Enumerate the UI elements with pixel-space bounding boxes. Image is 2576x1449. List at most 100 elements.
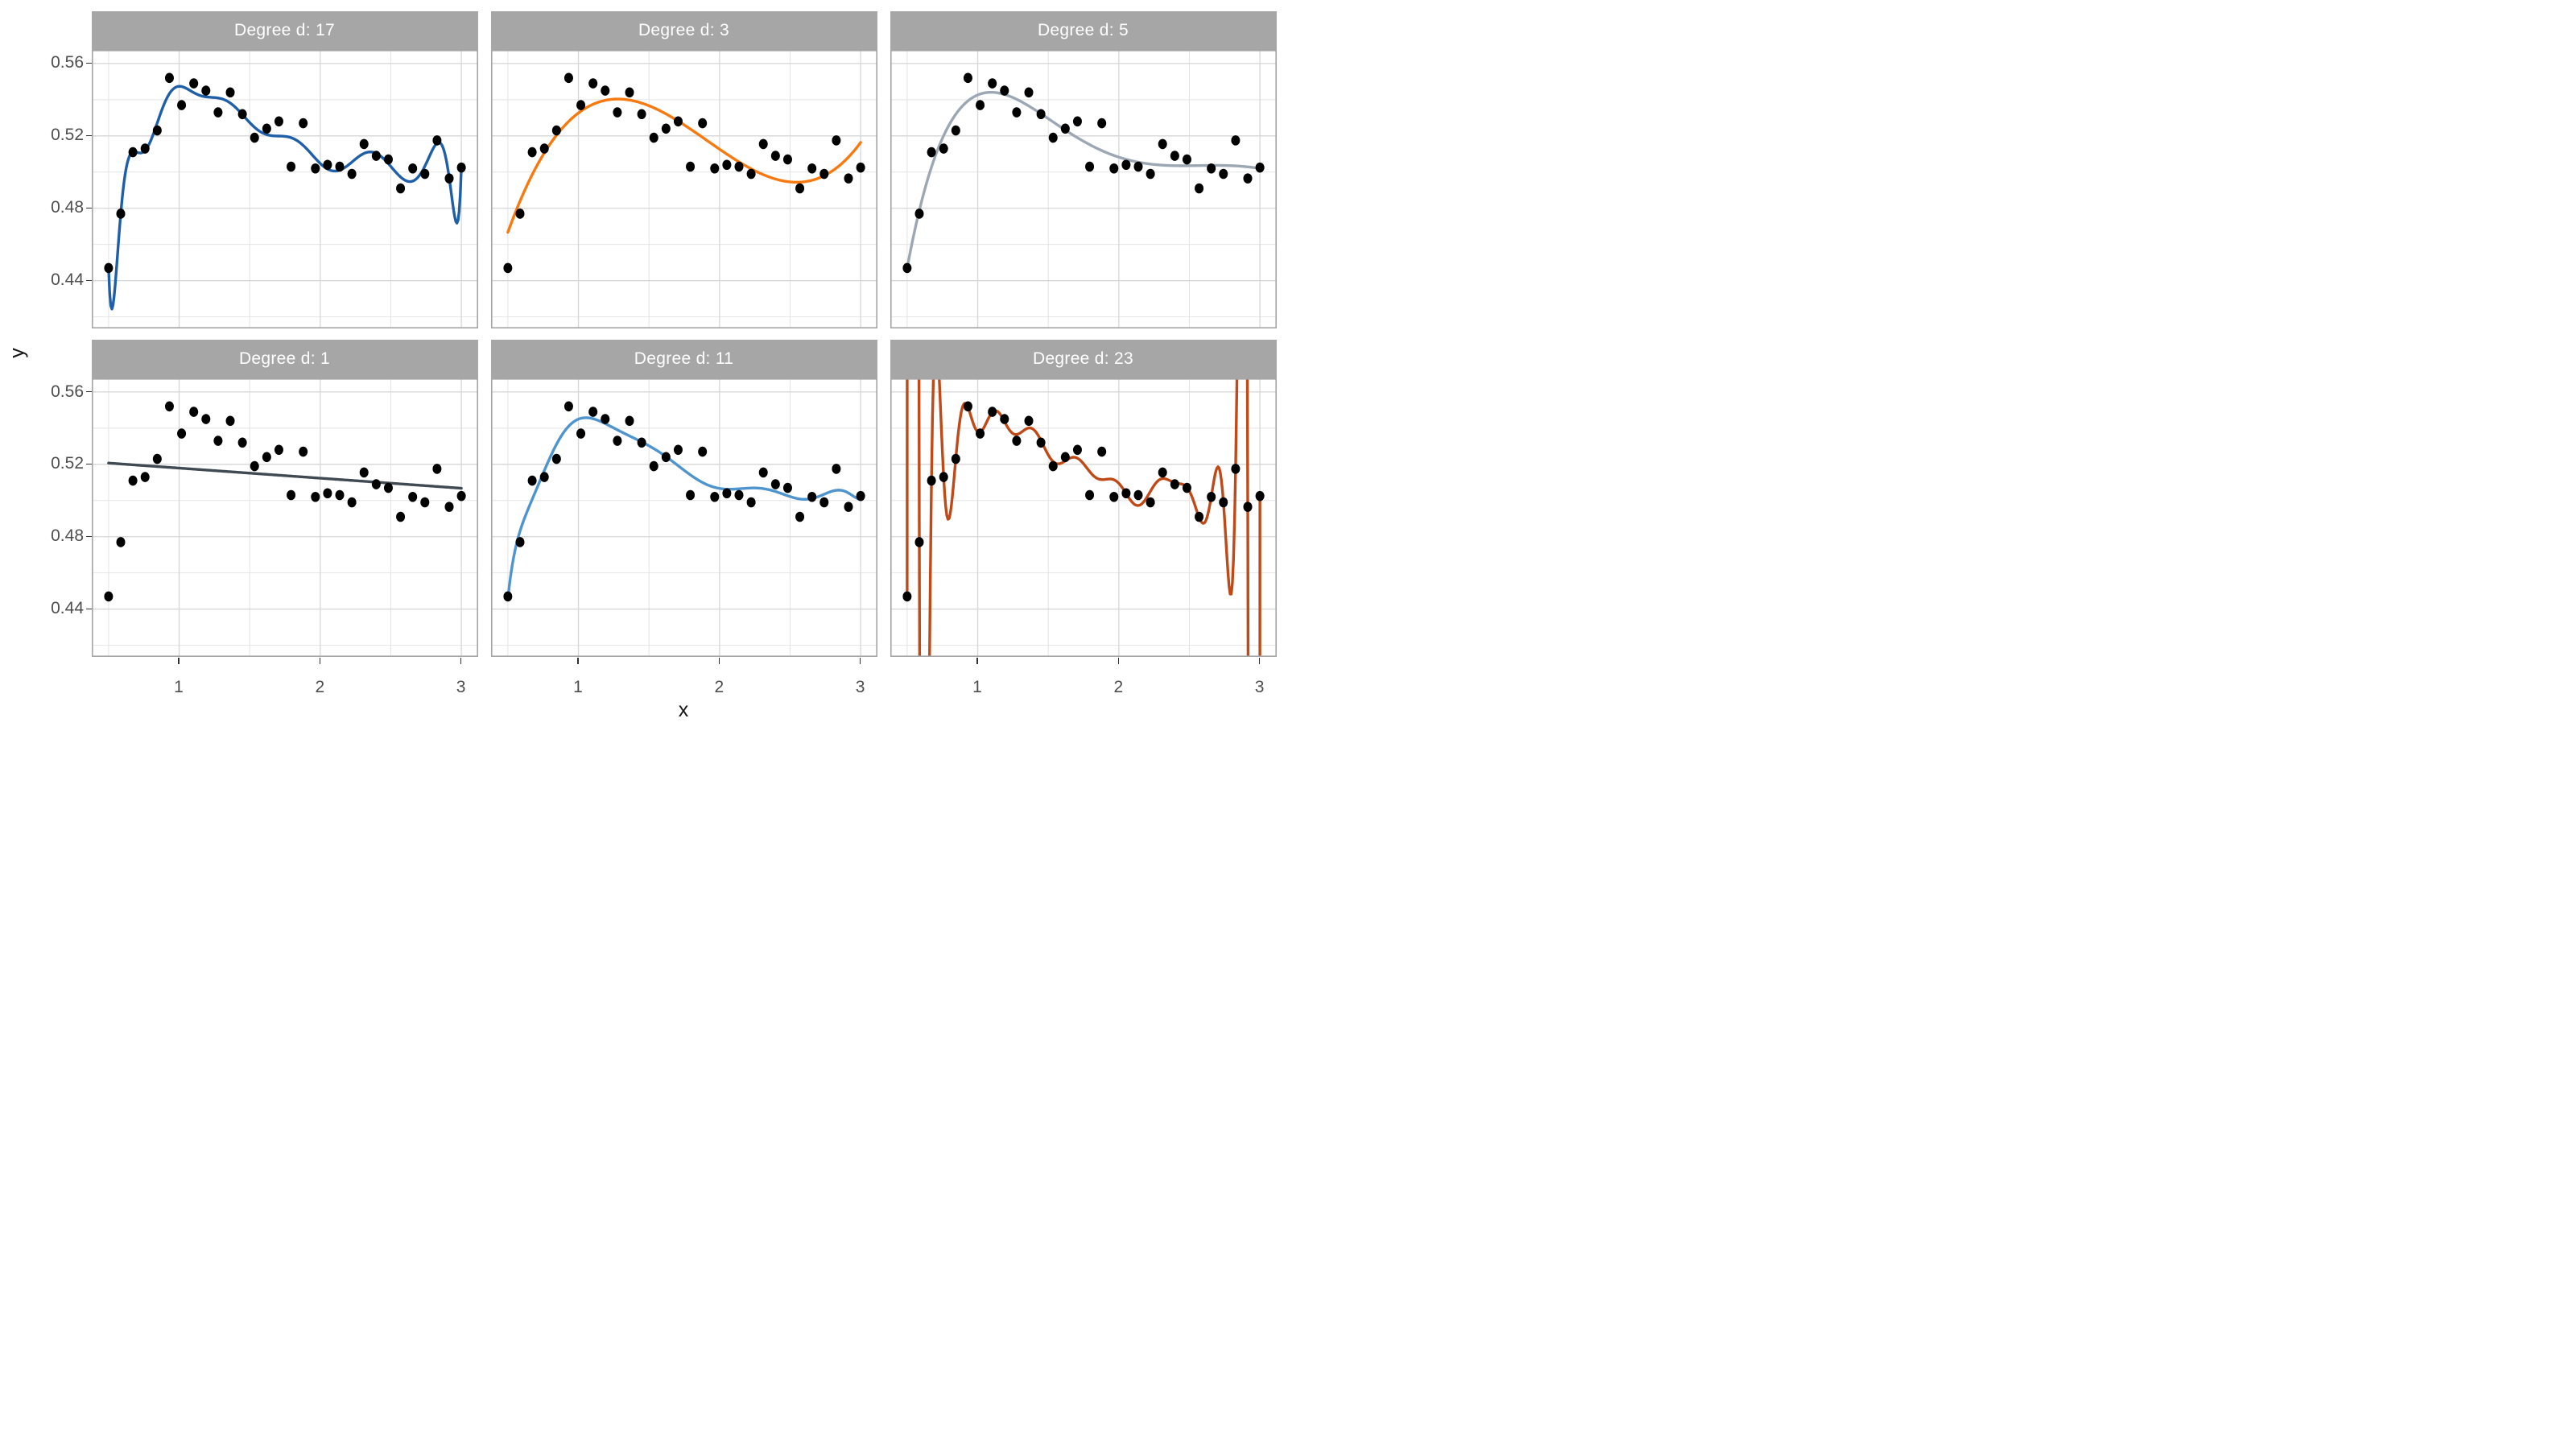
data-points: [502, 72, 865, 273]
data-point: [262, 452, 271, 462]
facet-strip-degree-5: Degree d: 5: [890, 10, 1277, 50]
data-point: [588, 77, 597, 89]
data-point: [1194, 183, 1203, 193]
data-point: [625, 415, 634, 426]
data-point: [1060, 452, 1070, 462]
data-point: [831, 134, 840, 146]
data-point: [625, 87, 634, 97]
data-point: [274, 116, 283, 126]
data-points: [103, 72, 466, 273]
data-point: [697, 446, 707, 456]
facet-strip-degree-23: Degree d: 23: [890, 339, 1277, 378]
y-tick-label: 0.56: [51, 382, 84, 401]
data-point: [188, 77, 198, 89]
data-point: [225, 415, 235, 426]
data-point: [831, 463, 840, 474]
data-point: [103, 262, 113, 273]
facet-panel-degree-3: [490, 49, 877, 328]
data-point: [795, 183, 804, 193]
data-point: [419, 497, 429, 507]
data-point: [200, 85, 210, 96]
data-point: [262, 123, 271, 134]
data-point: [128, 147, 138, 157]
data-point: [709, 491, 719, 502]
data-point: [1084, 489, 1094, 500]
data-point: [551, 125, 561, 135]
data-point: [1133, 489, 1142, 500]
data-point: [734, 489, 743, 500]
data-point: [844, 501, 853, 512]
data-point: [395, 511, 405, 522]
data-point: [1255, 162, 1265, 172]
panel-canvas-degree-3: [490, 49, 877, 328]
data-point: [1182, 154, 1191, 164]
data-point: [213, 435, 222, 446]
panel-border: [890, 378, 1277, 657]
data-point: [782, 482, 792, 493]
data-point: [1194, 511, 1203, 522]
data-point: [661, 452, 671, 462]
data-point: [116, 536, 125, 547]
data-point: [1243, 172, 1253, 184]
data-point: [1255, 490, 1265, 502]
data-point: [1011, 435, 1021, 446]
fit-curve-degree-3: [506, 97, 862, 233]
data-point: [1170, 150, 1179, 161]
panel-background: [490, 49, 877, 328]
axis-tick: [976, 658, 978, 665]
data-point: [685, 489, 695, 500]
data-point: [539, 142, 549, 154]
data-point: [1096, 446, 1106, 456]
data-point: [1036, 437, 1046, 448]
data-point: [1158, 467, 1167, 477]
facet-panel-degree-23: [890, 378, 1277, 657]
panel-background: [91, 378, 478, 657]
data-point: [963, 401, 972, 411]
data-point: [1096, 118, 1106, 128]
data-point: [456, 162, 466, 172]
data-point: [502, 591, 512, 601]
panel-canvas-degree-1: [91, 378, 478, 657]
y-tick-label: 0.48: [51, 526, 84, 546]
facet-strip-degree-3: Degree d: 3: [490, 10, 877, 50]
y-tick-label: 0.52: [51, 126, 84, 145]
data-point: [1218, 168, 1228, 179]
data-point: [1036, 109, 1046, 119]
facet-panel-degree-11: [490, 378, 877, 657]
data-point: [140, 471, 150, 482]
fit-curve-degree-17: [106, 85, 463, 311]
data-point: [564, 401, 573, 411]
x-axis-title: x: [678, 699, 689, 721]
data-point: [286, 161, 295, 171]
data-point: [807, 163, 816, 174]
data-point: [1230, 463, 1240, 474]
data-point: [576, 99, 585, 110]
facet-strip-degree-1: Degree d: 1: [91, 339, 478, 378]
data-point: [673, 444, 683, 455]
data-point: [152, 125, 162, 135]
data-point: [1133, 161, 1142, 171]
data-point: [844, 172, 853, 184]
gridlines: [490, 49, 877, 328]
data-point: [551, 453, 561, 464]
data-point: [770, 150, 780, 161]
data-point: [951, 125, 960, 135]
data-point: [383, 154, 393, 164]
data-point: [200, 413, 210, 424]
data-point: [819, 168, 828, 179]
data-point: [431, 134, 441, 146]
data-point: [734, 161, 743, 171]
data-point: [164, 72, 174, 83]
data-point: [250, 460, 259, 471]
data-point: [371, 150, 381, 161]
axis-tick: [460, 658, 462, 665]
x-tick-label: 3: [456, 678, 466, 696]
data-point: [1218, 497, 1228, 507]
data-point: [335, 489, 344, 500]
panel-background: [890, 378, 1277, 657]
data-point: [975, 99, 985, 110]
panel-background: [91, 49, 478, 328]
facet-strip-degree-17: Degree d: 17: [91, 10, 478, 50]
data-point: [612, 106, 621, 118]
panel-background: [490, 378, 877, 657]
